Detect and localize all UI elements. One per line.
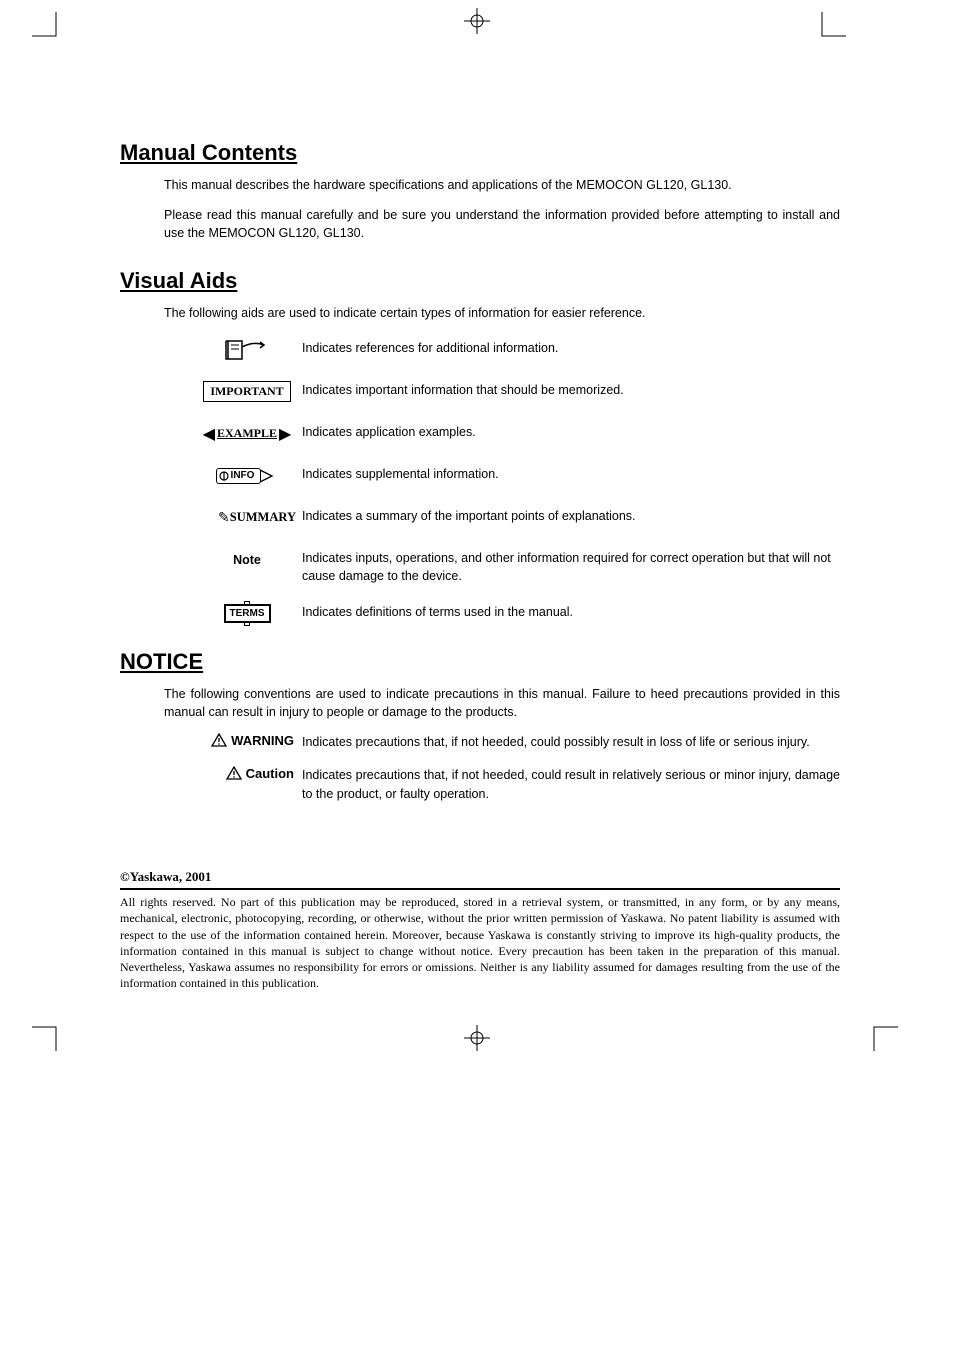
manual-contents-p1: This manual describes the hardware speci… [164,176,840,194]
crop-mark-bottom-right [868,1021,898,1051]
manual-contents-p2: Please read this manual carefully and be… [164,206,840,242]
note-label-icon: Note [192,547,302,573]
aid-desc-reference: Indicates references for additional info… [302,337,840,357]
example-label-text: EXAMPLE [217,426,277,441]
aid-desc-note: Indicates inputs, operations, and other … [302,547,840,585]
aid-row-reference: Indicates references for additional info… [192,337,840,363]
aid-row-terms: TERMS Indicates definitions of terms use… [192,601,840,627]
registration-mark-bottom-icon [464,1025,490,1051]
info-label-icon: INFO [192,463,302,489]
visual-aids-intro: The following aids are used to indicate … [164,304,840,322]
notice-intro: The following conventions are used to in… [164,685,840,721]
pencil-icon: ✎ [218,509,230,526]
copyright-block: ©Yaskawa, 2001 All rights reserved. No p… [120,869,840,991]
copyright-body: All rights reserved. No part of this pub… [120,894,840,991]
info-arrow-icon [260,468,278,484]
info-box: INFO [216,468,262,484]
caution-label-text: Caution [246,766,294,781]
aid-desc-example: Indicates application examples. [302,421,840,441]
summary-label-icon: ✎ SUMMARY [192,505,302,531]
visual-aids-table: Indicates references for additional info… [192,337,840,627]
page: Manual Contents This manual describes th… [0,0,954,1351]
warning-triangle-icon [211,733,227,747]
content-area: Manual Contents This manual describes th… [120,140,840,991]
caution-row: Caution Indicates precautions that, if n… [192,766,840,804]
important-label-text: IMPORTANT [203,381,290,402]
crop-mark-top-right [816,12,846,42]
aid-desc-info: Indicates supplemental information. [302,463,840,483]
copyright-rule [120,888,840,890]
aid-row-example: ◀ EXAMPLE ▶ Indicates application exampl… [192,421,840,447]
summary-label-text: SUMMARY [230,510,296,525]
aid-desc-summary: Indicates a summary of the important poi… [302,505,840,525]
terms-label-icon: TERMS [192,601,302,627]
warning-row: WARNING Indicates precautions that, if n… [192,733,840,752]
crop-mark-top-left [32,12,62,42]
caution-triangle-icon [226,766,242,780]
triangle-left-icon: ◀ [203,424,215,444]
notice-heading: NOTICE [120,649,840,675]
manual-contents-heading: Manual Contents [120,140,840,166]
aid-row-summary: ✎ SUMMARY Indicates a summary of the imp… [192,505,840,531]
warning-desc: Indicates precautions that, if not heede… [302,733,840,752]
info-label-text: INFO [231,470,255,481]
example-label-icon: ◀ EXAMPLE ▶ [192,421,302,447]
aid-row-note: Note Indicates inputs, operations, and o… [192,547,840,585]
aid-desc-important: Indicates important information that sho… [302,379,840,399]
aid-row-info: INFO Indicates supplemental information. [192,463,840,489]
terms-label-text: TERMS [230,608,265,619]
registration-mark-top-icon [464,8,490,34]
warning-label-text: WARNING [231,733,294,748]
reference-icon [192,337,302,363]
caution-label: Caution [192,766,302,781]
aid-row-important: IMPORTANT Indicates important informatio… [192,379,840,405]
crop-mark-bottom-left [32,1021,62,1051]
terms-box: TERMS [224,604,271,623]
warning-label: WARNING [192,733,302,748]
note-label-text: Note [233,553,261,567]
caution-desc: Indicates precautions that, if not heede… [302,766,840,804]
important-label-icon: IMPORTANT [192,379,302,405]
visual-aids-heading: Visual Aids [120,268,840,294]
triangle-right-icon: ▶ [279,424,291,444]
aid-desc-terms: Indicates definitions of terms used in t… [302,601,840,621]
copyright-head: ©Yaskawa, 2001 [120,869,840,885]
